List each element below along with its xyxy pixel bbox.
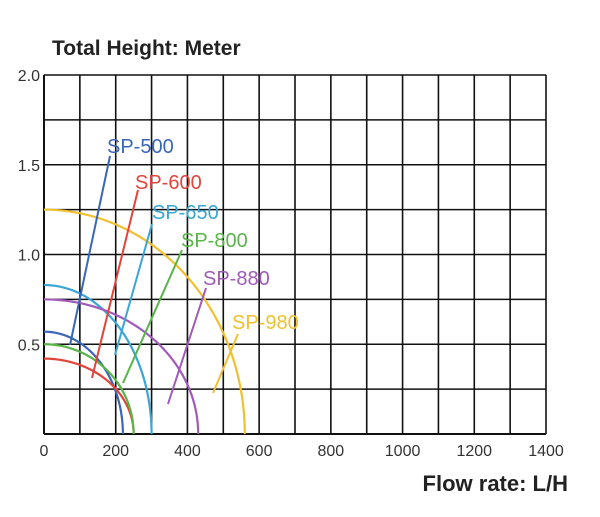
curve-sp-880 (44, 298, 200, 434)
y-tick-label: 2.0 (18, 68, 40, 85)
leader-sp-800 (122, 249, 183, 384)
leader-sp-500 (69, 155, 111, 346)
x-tick-label: 1200 (456, 443, 492, 460)
x-tick-label: 600 (246, 443, 273, 460)
series-label-sp-800: SP-800 (181, 230, 248, 252)
y-tick-label: 1.0 (18, 248, 40, 265)
x-tick-label: 1400 (528, 443, 564, 460)
leader-sp-650 (114, 223, 153, 356)
x-axis-title: Flow rate: L/H (423, 471, 568, 496)
grid (43, 74, 547, 435)
series-label-sp-880: SP-880 (203, 268, 270, 290)
curves (44, 208, 246, 434)
curve-sp-500 (44, 330, 124, 434)
leader-sp-880 (167, 287, 207, 405)
leader-sp-600 (91, 189, 139, 379)
y-tick-label: 0.5 (18, 337, 40, 354)
x-tick-label: 1000 (385, 443, 421, 460)
label-leaders (69, 155, 239, 405)
curve-sp-980 (44, 208, 246, 434)
leader-sp-980 (212, 333, 239, 394)
curve-sp-800 (44, 343, 135, 434)
series-labels: SP-500 SP-600 SP-650 SP-800 SP-880 SP-980 (107, 136, 299, 334)
series-label-sp-650: SP-650 (152, 202, 219, 224)
x-tick-label: 400 (174, 443, 201, 460)
x-tick-label: 200 (102, 443, 129, 460)
x-tick-label: 800 (318, 443, 345, 460)
y-tick-label: 1.5 (18, 158, 40, 175)
curve-sp-650 (44, 283, 153, 434)
x-tick-label: 0 (40, 443, 49, 460)
series-label-sp-600: SP-600 (135, 172, 202, 194)
tick-labels: 0 200 400 600 800 1000 1200 1400 2.0 1.5 1.0 0.5 (18, 68, 564, 460)
y-axis-title: Total Height: Meter (52, 37, 241, 60)
curve-sp-600 (44, 357, 135, 434)
series-label-sp-500: SP-500 (107, 136, 174, 158)
series-label-sp-980: SP-980 (232, 312, 299, 334)
